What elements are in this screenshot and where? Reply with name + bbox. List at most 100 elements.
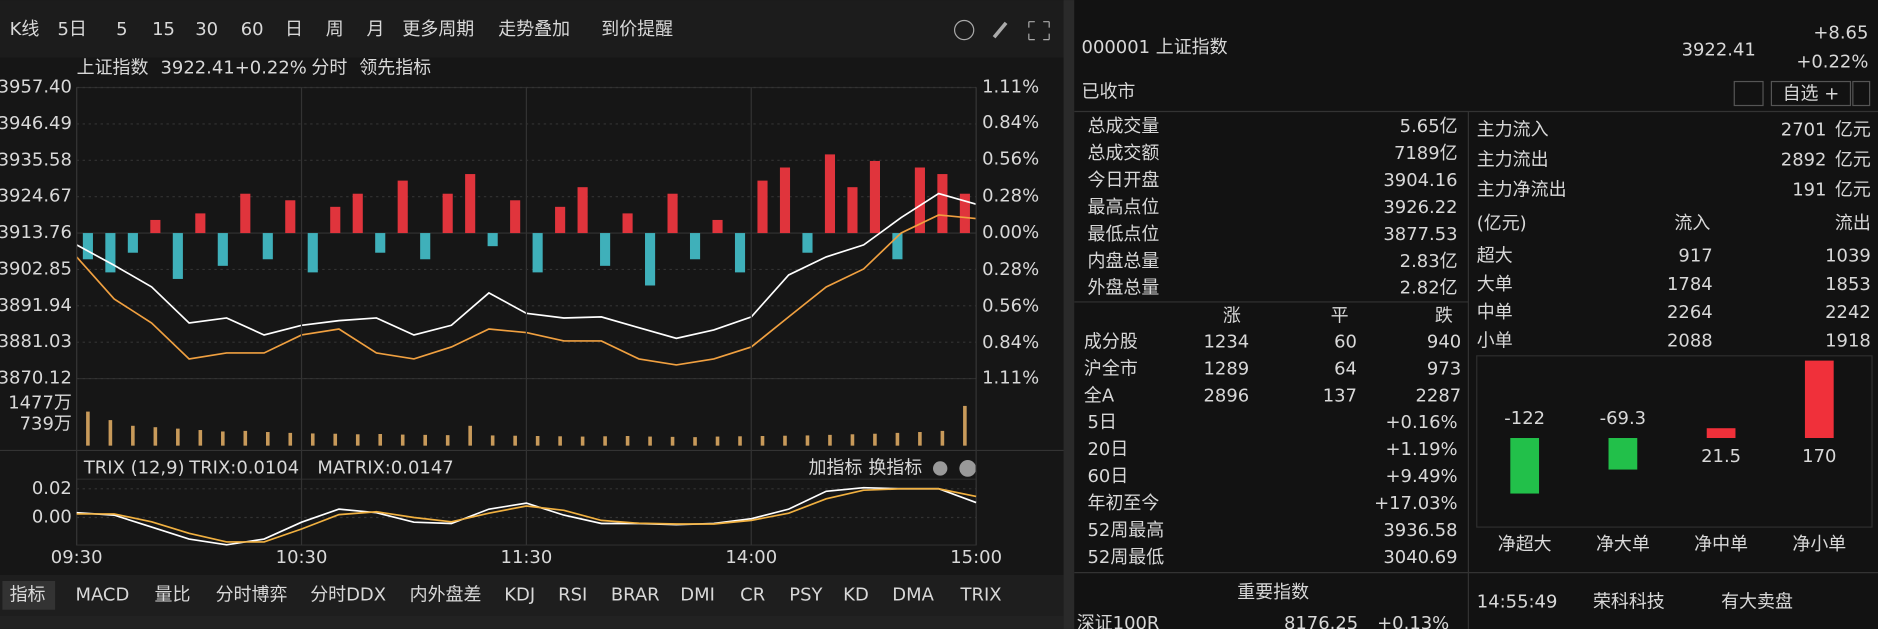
- toolbar-item[interactable]: 到价提醒: [601, 19, 673, 40]
- indicator-tab[interactable]: KDJ: [504, 584, 535, 605]
- volume-bar: [355, 434, 360, 446]
- indicator-tab[interactable]: PSY: [789, 584, 822, 605]
- settings-icon[interactable]: [933, 461, 948, 476]
- toolbar-item[interactable]: K线: [10, 19, 40, 40]
- strength-bar: [869, 160, 880, 234]
- volume-bar: [580, 436, 585, 446]
- y2-tick-label: 0.56%: [982, 149, 1039, 170]
- indicator-tab[interactable]: 量比: [155, 584, 191, 605]
- strength-bar: [307, 233, 318, 273]
- strength-bar: [195, 213, 206, 234]
- indicator-tab[interactable]: KD: [843, 584, 869, 605]
- toolbar-item[interactable]: 30: [195, 19, 218, 40]
- legend-entry: TRIX:0.0104: [188, 457, 299, 478]
- volume-bar: [445, 435, 450, 446]
- flow-table-cell: 917: [1678, 245, 1712, 266]
- y-tick-label: 3870.12: [0, 368, 72, 389]
- strength-bar: [577, 187, 588, 234]
- index-cell: 8176.25: [1284, 613, 1358, 629]
- indices-tab[interactable]: 重要指数: [1237, 582, 1309, 603]
- flow-table-header: (亿元): [1477, 213, 1527, 234]
- flow-table-cell: 超大: [1477, 245, 1513, 266]
- return-value: +1.19%: [1386, 439, 1458, 460]
- flow-chart-frame: [1476, 355, 1873, 528]
- toolbar-item[interactable]: 更多周期: [402, 19, 474, 40]
- breadth-value: 137: [1323, 386, 1357, 407]
- toolbar-item[interactable]: 15: [152, 19, 175, 40]
- watchlist-label[interactable]: 自选 +: [1783, 84, 1840, 105]
- volume-bar: [715, 436, 720, 446]
- indicator-tab[interactable]: DMI: [680, 584, 715, 605]
- dropdown-button[interactable]: [1852, 80, 1871, 107]
- flow-unit: 亿元: [1835, 120, 1871, 141]
- strength-bar: [779, 167, 791, 234]
- y2-tick-label: 0.56%: [982, 295, 1039, 316]
- return-value: +0.16%: [1386, 412, 1458, 433]
- stat-value: 5.65亿: [1400, 116, 1458, 137]
- close-icon[interactable]: [959, 460, 977, 477]
- alert-button[interactable]: [1733, 80, 1764, 107]
- flow-unit: 亿元: [1835, 180, 1871, 201]
- strength-bar: [240, 193, 251, 234]
- flow-bar: [1804, 360, 1834, 439]
- flow-bar: [1608, 438, 1638, 470]
- flow-value: 2701: [1781, 120, 1827, 141]
- ticker-cell: 荣科科技: [1593, 592, 1665, 613]
- volume-bar: [783, 435, 787, 446]
- toolbar-item[interactable]: 走势叠加: [498, 19, 570, 40]
- return-value: 3040.69: [1383, 547, 1457, 568]
- toolbar-item[interactable]: 周: [326, 19, 344, 40]
- flow-value: 191: [1792, 180, 1826, 201]
- stat-value: 2.82亿: [1400, 278, 1458, 299]
- return-label: 20日: [1088, 439, 1129, 460]
- volume-bar: [850, 434, 855, 446]
- strength-bar: [172, 233, 183, 279]
- flow-bar-label: 170: [1802, 446, 1836, 467]
- indicator-tab[interactable]: CR: [740, 584, 765, 605]
- indicator-tab[interactable]: TRIX: [960, 584, 1002, 605]
- indicator-tab[interactable]: DMA: [892, 584, 934, 605]
- menu-icon[interactable]: [953, 19, 975, 41]
- indicator-tab[interactable]: 分时DDX: [310, 584, 386, 605]
- chart-button[interactable]: 加指标: [808, 457, 862, 478]
- flow-value: 2892: [1781, 150, 1827, 171]
- flow-bar: [1510, 438, 1540, 494]
- chart-button[interactable]: 换指标: [868, 457, 922, 478]
- y-tick-label: 3881.03: [0, 331, 72, 352]
- strength-bar: [330, 206, 341, 234]
- toolbar-item[interactable]: 60: [241, 19, 264, 40]
- flow-table-header: 流出: [1835, 213, 1871, 234]
- indicator-tab[interactable]: RSI: [558, 584, 587, 605]
- toolbar-item[interactable]: 日: [285, 19, 303, 40]
- volume-bar: [918, 432, 922, 446]
- flow-table-cell: 大单: [1477, 274, 1513, 295]
- strength-bar: [217, 233, 228, 266]
- toolbar-item[interactable]: 5日: [57, 19, 86, 40]
- flow-bar-label: -122: [1504, 408, 1545, 429]
- fullscreen-icon[interactable]: [1028, 21, 1050, 41]
- y-tick-label: 3957.40: [0, 77, 72, 98]
- indicator-tab[interactable]: 内外盘差: [410, 584, 482, 605]
- y-tick-label: 3913.76: [0, 222, 72, 243]
- strength-bar: [532, 233, 543, 273]
- trix-tick-label: 0.02: [32, 478, 72, 499]
- return-label: 5日: [1088, 412, 1117, 433]
- strength-bar: [622, 213, 633, 234]
- volume-bar: [288, 432, 293, 446]
- indicator-tab[interactable]: BRAR: [611, 584, 660, 605]
- volume-bar: [625, 435, 630, 446]
- indicator-tab[interactable]: 指标: [10, 584, 46, 605]
- strength-bar: [285, 200, 296, 234]
- toolbar-item[interactable]: 5: [116, 19, 127, 40]
- scrollbar: [0, 615, 1064, 629]
- splitter[interactable]: [1063, 0, 1075, 629]
- y-tick-label: 3935.58: [0, 149, 72, 170]
- watchlist-button[interactable]: [1770, 80, 1852, 107]
- indicator-tab[interactable]: 分时博弈: [216, 584, 288, 605]
- flow-table-cell: 2264: [1667, 302, 1713, 323]
- draw-icon[interactable]: [992, 21, 1008, 39]
- quote-price: 3922.41: [1682, 39, 1756, 60]
- flow-table-cell: 1918: [1825, 331, 1871, 352]
- indicator-tab[interactable]: MACD: [75, 584, 129, 605]
- toolbar-item[interactable]: 月: [366, 19, 384, 40]
